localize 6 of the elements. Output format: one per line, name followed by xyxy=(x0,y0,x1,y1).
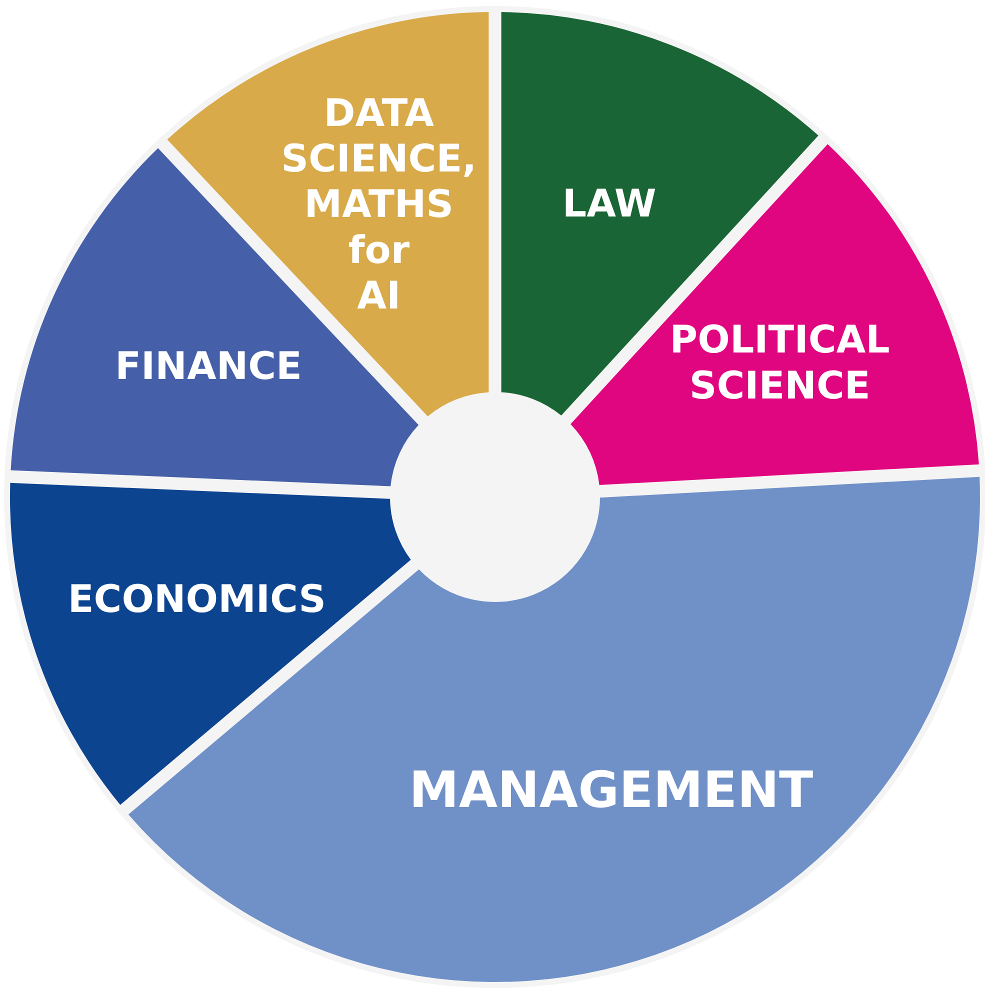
slice-label: ECONOMICS xyxy=(68,576,326,621)
slice-label: DATA SCIENCE, MATHS for AI xyxy=(281,90,477,318)
slice-label: MANAGEMENT xyxy=(409,760,814,819)
slice-label: POLITICAL SCIENCE xyxy=(670,318,890,408)
slice-label: LAW xyxy=(562,181,656,226)
slice-label: FINANCE xyxy=(115,344,302,388)
